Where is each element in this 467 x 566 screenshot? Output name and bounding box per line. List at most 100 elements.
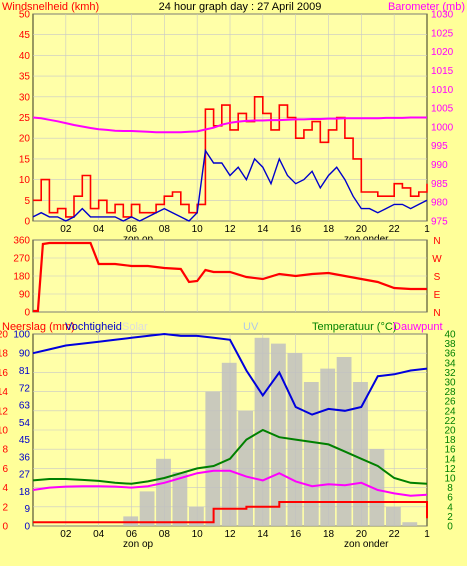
direction-tick-label: 360 — [13, 236, 30, 247]
rain-tick-label: 14 — [0, 387, 8, 398]
barometer-tick-label: 1005 — [431, 104, 454, 115]
x-tick-label: 04 — [93, 529, 105, 540]
wind-tick-label: 0 — [24, 217, 30, 228]
temperature-tick-label: 2 — [447, 512, 453, 523]
rain-axis-title: Neerslag (mm) — [2, 321, 75, 333]
dewpoint-line — [32, 469, 428, 497]
sunset-label: zon onder — [344, 539, 389, 550]
temperature-tick-label: 38 — [444, 339, 456, 350]
x-tick-label: 12 — [224, 224, 236, 235]
temperature-tick-label: 6 — [447, 493, 453, 504]
temperature-tick-label: 30 — [444, 378, 456, 389]
temperature-tick-label: 40 — [444, 330, 456, 341]
compass-label: E — [434, 290, 441, 301]
temp-marks — [32, 332, 428, 526]
barometer-tick-label: 995 — [431, 141, 448, 152]
chart-title: 24 hour graph day : 27 April 2009 — [159, 1, 322, 13]
compass-label: S — [434, 272, 441, 283]
humidity-line — [32, 332, 428, 416]
rain-tick-label: 6 — [2, 464, 8, 475]
barometer-tick-label: 1025 — [431, 28, 454, 39]
wind-direction-line — [33, 241, 427, 313]
humidity-tick-label: 9 — [24, 504, 30, 515]
humidity-tick-label: 18 — [19, 487, 31, 498]
humidity-tick-label: 54 — [19, 418, 31, 429]
wind-tick-label: 30 — [19, 92, 31, 103]
solar-bar — [156, 458, 171, 526]
compass-label: W — [432, 254, 442, 265]
wind-speed-line — [32, 148, 428, 222]
wind-tick-label: 5 — [24, 196, 30, 207]
rain-tick-label: 12 — [0, 406, 8, 417]
x-tick-label: 16 — [290, 224, 302, 235]
direction-tick-label: 0 — [24, 308, 30, 319]
sunrise-label: zon op — [123, 234, 153, 245]
x-tick-label: 22 — [389, 529, 401, 540]
humidity-tick-label: 100 — [13, 330, 30, 341]
rain-tick-label: 4 — [2, 483, 8, 494]
barometer-tick-label: 1010 — [431, 85, 454, 96]
wind-gust-line — [33, 96, 428, 218]
solar-bar — [386, 506, 401, 526]
rain-tick-label: 10 — [0, 426, 8, 437]
barometer-tick-label: 985 — [431, 179, 448, 190]
x-tick-label: 06 — [126, 529, 138, 540]
temperature-tick-label: 22 — [444, 416, 456, 427]
x-tick-label: 08 — [159, 224, 171, 235]
solar-bar — [238, 410, 253, 526]
barometer-tick-label: 1020 — [431, 47, 454, 58]
wind-barometer-panel: 0510152025303540455097598098599099510001… — [2, 1, 465, 245]
x-tick-label: 10 — [192, 224, 204, 235]
wind-tick-label: 35 — [19, 72, 31, 83]
temperature-tick-label: 4 — [447, 502, 453, 513]
rain-tick-label: 20 — [0, 330, 8, 341]
barometer-tick-label: 975 — [431, 217, 448, 228]
compass-label: N — [433, 308, 440, 319]
temperature-axis-title: Temperatuur (°C) — [312, 321, 396, 333]
wind-tick-label: 45 — [19, 30, 31, 41]
sunset-label: zon onder — [344, 234, 389, 245]
solar-bar — [303, 382, 319, 526]
wind-marks — [32, 96, 428, 222]
solar-bar — [336, 357, 352, 526]
direction-grid — [33, 239, 427, 313]
x-tick-label: 02 — [60, 529, 72, 540]
x-tick-label: 14 — [257, 224, 269, 235]
x-tick-label: 10 — [192, 529, 204, 540]
x-tick-label: 1 — [424, 529, 430, 540]
solar-bar — [402, 522, 418, 526]
wind-ticks: 0510152025303540455097598098599099510001… — [19, 10, 454, 246]
barometer-tick-label: 980 — [431, 198, 448, 209]
x-tick-label: 14 — [257, 529, 269, 540]
temperature-tick-label: 18 — [444, 435, 456, 446]
wind-tick-label: 15 — [19, 154, 31, 165]
solar-bar — [221, 362, 237, 526]
direction-tick-label: 270 — [13, 254, 30, 265]
temperature-tick-label: 16 — [444, 445, 456, 456]
humidity-tick-label: 72 — [19, 383, 31, 394]
temperature-tick-label: 0 — [447, 522, 453, 533]
barometer-axis-title: Barometer (mb) — [388, 1, 465, 13]
solar-axis-title: Solar — [122, 321, 148, 333]
wind-tick-label: 50 — [19, 10, 31, 21]
direction-marks — [33, 241, 427, 313]
uv-axis-title: UV — [243, 321, 259, 333]
compass-label: N — [433, 236, 440, 247]
temperature-tick-label: 36 — [444, 349, 456, 360]
wind-tick-label: 20 — [19, 134, 31, 145]
temperature-tick-label: 24 — [444, 406, 456, 417]
temperature-tick-label: 28 — [444, 387, 456, 398]
barometer-tick-label: 990 — [431, 160, 448, 171]
x-tick-label: 22 — [389, 224, 401, 235]
barometer-tick-label: 1015 — [431, 66, 454, 77]
x-tick-label: 18 — [323, 529, 335, 540]
solar-bar — [139, 491, 155, 526]
rain-tick-label: 2 — [2, 502, 8, 513]
temperature-line — [32, 428, 428, 485]
solar-bar — [320, 368, 336, 526]
x-tick-label: 04 — [93, 224, 105, 235]
solar-bar — [353, 382, 368, 526]
x-tick-label: 08 — [159, 529, 171, 540]
